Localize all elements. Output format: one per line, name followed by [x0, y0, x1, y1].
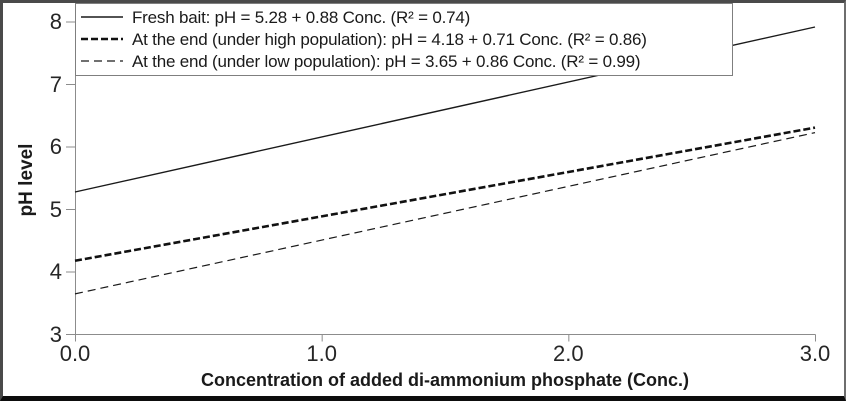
legend-item-fresh-bait: Fresh bait: pH = 5.28 + 0.88 Conc. (R² =… [80, 6, 728, 28]
y-tick-label: 4 [49, 259, 62, 284]
x-tick-label: 1.0 [306, 341, 337, 366]
y-axis-title: pH level [16, 143, 37, 217]
legend-item-end-high-population: At the end (under high population): pH =… [80, 28, 728, 50]
y-tick-label: 5 [49, 196, 62, 222]
y-tick-label: 8 [49, 9, 62, 34]
y-tick-label: 3 [49, 321, 62, 347]
legend-label: At the end (under low population): pH = … [132, 51, 641, 71]
legend-label: Fresh bait: pH = 5.28 + 0.88 Conc. (R² =… [132, 7, 471, 27]
x-tick-label: 3.0 [799, 341, 831, 366]
x-tick-label: 0.0 [59, 341, 91, 366]
x-tick-label: 2.0 [553, 341, 584, 366]
y-tick-label: 6 [49, 134, 62, 159]
legend-swatch-dashed-thin-icon [81, 60, 123, 62]
series-line-end-high-population [74, 126, 816, 263]
legend-swatch-dashed-bold-icon [81, 37, 123, 41]
legend: Fresh bait: pH = 5.28 + 0.88 Conc. (R² =… [75, 3, 733, 76]
legend-label: At the end (under high population): pH =… [132, 29, 647, 49]
legend-item-end-low-population: At the end (under low population): pH = … [80, 50, 728, 72]
y-tick-label: 7 [49, 71, 62, 97]
series-line-end-low-population [74, 132, 816, 295]
x-axis-title: Concentration of added di-ammonium phosp… [201, 370, 689, 390]
legend-swatch-solid-icon [81, 16, 123, 18]
